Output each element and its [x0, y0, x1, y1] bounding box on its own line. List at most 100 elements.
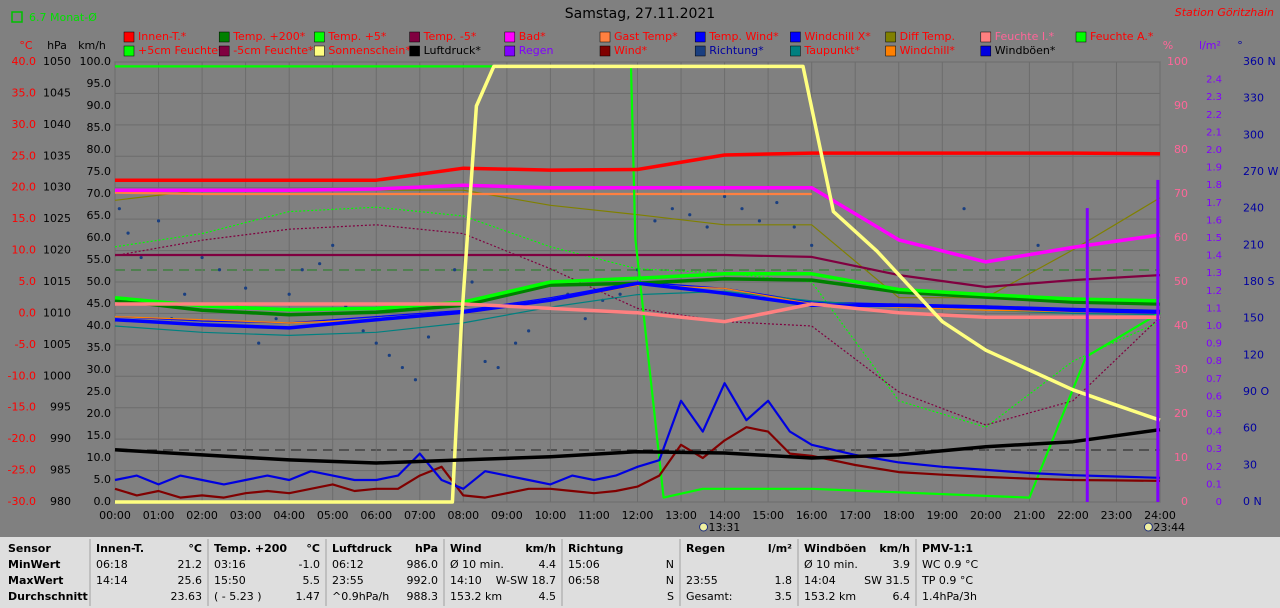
group-unit: °C	[306, 542, 320, 555]
x-tick-label: 23:00	[1101, 509, 1133, 522]
axis-unit: °	[1237, 39, 1243, 52]
y-tick-label: 30.0	[87, 363, 112, 376]
group-unit: hPa	[415, 542, 438, 555]
y-tick-label: 1045	[43, 86, 71, 99]
legend-label: Windchill*	[900, 44, 956, 57]
direction-point	[740, 207, 744, 211]
y-tick-label: 60	[1243, 422, 1257, 435]
legend-swatch	[314, 31, 325, 43]
group-unit: l/m²	[768, 542, 792, 555]
y-tick-label: 80	[1174, 143, 1188, 156]
legend-label: Regen	[519, 44, 554, 57]
y-tick-label: 1040	[43, 118, 71, 131]
x-tick-label: 02:00	[186, 509, 218, 522]
y-tick-label: 5.0	[94, 473, 112, 486]
x-tick-label: 24:00	[1144, 509, 1176, 522]
direction-point	[274, 317, 278, 321]
y-tick-label: 20.0	[12, 181, 37, 194]
legend-swatch	[599, 45, 611, 57]
x-tick-label: 18:00	[883, 509, 915, 522]
row-label: MinWert	[8, 558, 60, 571]
y-tick-label: 1.2	[1206, 286, 1222, 297]
legend-label: -5cm Feuchte*	[233, 44, 314, 57]
stat-value: 3.9	[893, 558, 911, 571]
row-label: MaxWert	[8, 574, 63, 587]
y-tick-label: 65.0	[87, 209, 112, 222]
x-tick-label: 07:00	[404, 509, 436, 522]
direction-point	[244, 286, 248, 290]
y-tick-label: 100	[1167, 55, 1188, 68]
group-title: Richtung	[568, 542, 623, 555]
x-tick-label: 10:00	[535, 509, 567, 522]
legend-swatch	[218, 31, 230, 43]
y-tick-label: 0.1	[1206, 479, 1222, 490]
direction-point	[670, 207, 674, 211]
stat-label: 1.4hPa/3h	[922, 590, 977, 603]
badge: 6.7 Monat-Ø	[29, 11, 97, 24]
stat-label: WC 0.9 °C	[922, 558, 979, 571]
stat-value: 25.6	[178, 574, 203, 587]
stat-value: 21.2	[178, 558, 203, 571]
series-line	[114, 224, 1161, 426]
y-tick-label: 100.0	[80, 55, 112, 68]
y-tick-label: -15.0	[8, 401, 36, 414]
legend-label: Wind*	[614, 44, 648, 57]
y-tick-label: 240	[1243, 202, 1264, 215]
direction-point	[387, 353, 391, 357]
direction-point	[705, 225, 709, 229]
chart-title: Samstag, 27.11.2021	[565, 6, 715, 22]
legend-swatch	[409, 45, 420, 57]
series-line	[115, 302, 1160, 324]
y-tick-label: 20	[1174, 407, 1188, 420]
stat-value: 992.0	[407, 574, 439, 587]
y-tick-label: 985	[50, 464, 71, 477]
y-tick-label: 0.8	[1206, 356, 1222, 367]
marks	[114, 64, 1161, 504]
stat-value: W-SW 18.7	[496, 574, 556, 587]
legend-label: Gast Temp*	[614, 30, 678, 43]
y-tick-label: 180 S	[1243, 275, 1274, 288]
moon-time: 13:31	[709, 521, 741, 534]
y-tick-label: 90	[1174, 99, 1188, 112]
y-tick-label: 30	[1243, 458, 1257, 471]
y-tick-label: 0 N	[1243, 495, 1262, 508]
y-tick-label: 0	[1216, 497, 1222, 508]
y-tick-label: 120	[1243, 348, 1264, 361]
y-tick-label: 50	[1174, 275, 1188, 288]
group-title: Temp. +200	[214, 542, 287, 555]
y-tick-label: 70.0	[87, 187, 112, 200]
legend-label: Temp. -5*	[423, 30, 477, 43]
y-tick-label: 270 W	[1243, 165, 1278, 178]
x-tick-label: 06:00	[360, 509, 392, 522]
y-tick-label: 0.4	[1206, 427, 1222, 438]
direction-point	[688, 213, 692, 217]
y-tick-label: 5.0	[19, 275, 37, 288]
legend-swatch	[790, 31, 801, 43]
y-tick-label: 0	[1181, 495, 1188, 508]
stat-label: 23:55	[332, 574, 364, 587]
moon-icon	[1143, 522, 1153, 532]
y-tick-label: 10.0	[87, 451, 112, 464]
group-unit: km/h	[879, 542, 910, 555]
x-tick-label: 17:00	[839, 509, 871, 522]
direction-point	[483, 359, 487, 364]
direction-point	[257, 341, 261, 345]
stat-value: 5.5	[303, 574, 321, 587]
legend-label: Bad*	[519, 30, 546, 43]
series-line	[114, 426, 1161, 499]
y-tick-label: -5.0	[15, 338, 36, 351]
y-tick-label: 30.0	[12, 118, 37, 131]
y-tick-label: 0.0	[94, 495, 112, 508]
labels: 00:00 01:00 02:00 03:00 04:00 05:00 06:00 07:00…	[8, 30, 1278, 606]
y-tick-label: 990	[50, 432, 71, 445]
direction-point	[453, 268, 457, 272]
y-tick-label: 330	[1243, 92, 1264, 105]
series-line	[114, 427, 1161, 465]
series-line	[114, 284, 1161, 324]
stat-value: 23.63	[171, 590, 203, 603]
station: Station Göritzhain	[1175, 6, 1274, 19]
axis-unit: km/h	[78, 39, 106, 52]
badge-icon	[11, 11, 23, 23]
y-tick-label: 1.1	[1206, 303, 1222, 314]
y-tick-label: 55.0	[87, 253, 112, 266]
